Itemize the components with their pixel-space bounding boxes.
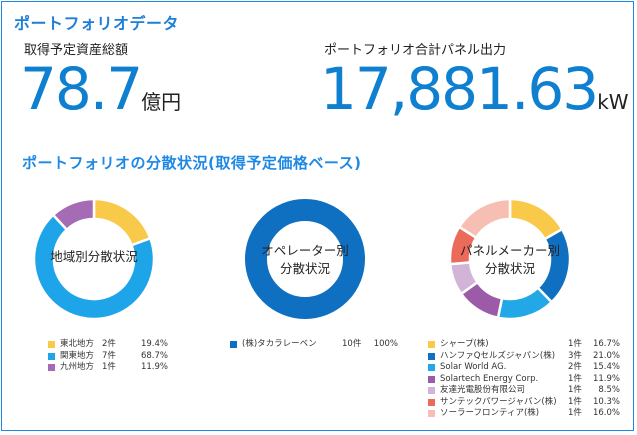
operator-donut-label-line: オペレーター別 (261, 243, 349, 258)
legend-name: 友達光電股份有限公司 (440, 385, 526, 395)
panel-maker-donut-label-line: 分散状況 (484, 261, 535, 277)
legend-count: 2件 (568, 362, 582, 372)
legend-item: Solar World AG. 2件 15.4% (428, 362, 620, 374)
donut-slice (92, 197, 152, 247)
donut-slice (457, 197, 512, 240)
legend-name: シャープ(株) (440, 339, 489, 349)
asset-total-kpi: 78.7億円 (20, 60, 181, 118)
legend-item: Solartech Energy Corp. 1件 11.9% (428, 374, 620, 386)
legend-name: 九州地方 (60, 362, 95, 372)
legend-item: (株)タカラレーベン 10件 100% (230, 339, 398, 351)
legend-percent: 11.9% (592, 373, 620, 384)
legend-percent: 100% (373, 339, 398, 349)
legend-swatch (428, 375, 435, 383)
operator-legend: (株)タカラレーベン 10件 100% (230, 339, 398, 351)
legend-percent: 68.7% (140, 350, 168, 361)
legend-count: 1件 (568, 385, 582, 395)
legend-swatch (48, 364, 55, 372)
legend-count: 3件 (568, 350, 582, 361)
section-title: ポートフォリオの分散状況(取得予定価格ベース) (22, 154, 362, 172)
legend-name: ハンファQセルズジャパン(株) (440, 350, 556, 361)
legend-item: 九州地方 1件 11.9% (48, 362, 168, 374)
legend-swatch (428, 341, 435, 349)
panel-maker-donut-label-line: パネルメーカー別 (459, 243, 560, 258)
region-donut-chart (32, 197, 156, 321)
legend-count: 2件 (102, 339, 116, 349)
operator-donut-label: オペレーター別 分散状況 (232, 242, 378, 278)
panel-maker-donut-chart (448, 197, 572, 321)
legend-count: 1件 (568, 408, 582, 418)
legend-swatch (428, 398, 435, 406)
legend-count: 1件 (568, 373, 582, 384)
legend-swatch (48, 341, 55, 349)
legend-percent: 16.7% (592, 339, 620, 349)
legend-name: 関東地方 (60, 350, 95, 361)
legend-item: 関東地方 7件 68.7% (48, 351, 168, 363)
legend-name: Solartech Energy Corp. (440, 373, 539, 384)
legend-swatch (48, 352, 55, 360)
donut-slice (32, 213, 156, 321)
region-donut-label-line: 地域別分散状況 (50, 249, 138, 264)
legend-swatch (230, 341, 237, 349)
operator-donut-chart (245, 199, 365, 319)
legend-name: サンテックパワージャパン(株) (440, 396, 557, 407)
legend-percent: 16.0% (592, 408, 620, 418)
legend-name: ソーラーフロンティア(株) (440, 408, 540, 418)
donut-slice (496, 286, 554, 321)
legend-percent: 8.5% (598, 385, 620, 395)
legend-item: ハンファQセルズジャパン(株) 3件 21.0% (428, 351, 620, 363)
legend-name: (株)タカラレーベン (242, 339, 317, 349)
legend-count: 7件 (102, 350, 116, 361)
panel-maker-legend: シャープ(株) 1件 16.7% ハンファQセルズジャパン(株) 3件 21.0% Sola… (428, 339, 620, 420)
legend-count: 1件 (568, 339, 582, 349)
legend-swatch (428, 352, 435, 360)
legend-count: 1件 (568, 396, 582, 407)
panel-output-label: ポートフォリオ合計パネル出力 (324, 43, 507, 58)
legend-percent: 15.4% (592, 362, 620, 372)
asset-total-label: 取得予定資産総額 (24, 43, 129, 58)
operator-donut-label-line: 分散状況 (279, 261, 330, 277)
legend-item: シャープ(株) 1件 16.7% (428, 339, 620, 351)
legend-name: Solar World AG. (440, 362, 507, 372)
legend-swatch (428, 364, 435, 372)
panel-maker-donut-label: パネルメーカー別 分散状況 (437, 242, 583, 278)
legend-percent: 19.4% (140, 339, 168, 349)
region-donut-label: 地域別分散状況 (21, 248, 167, 266)
legend-item: 東北地方 2件 19.4% (48, 339, 168, 351)
panel-output-kpi: 17,881.63kW (320, 60, 629, 118)
legend-swatch (428, 410, 435, 418)
asset-total-value: 78.7 (20, 55, 143, 123)
legend-percent: 10.3% (592, 396, 620, 407)
legend-item: ソーラーフロンティア(株) 1件 16.0% (428, 408, 620, 420)
page-title: ポートフォリオデータ (14, 14, 180, 33)
panel-output-value: 17,881.63 (320, 55, 599, 123)
asset-total-unit: 億円 (141, 90, 182, 114)
legend-percent: 21.0% (592, 350, 620, 361)
donut-slice (51, 197, 96, 232)
region-legend: 東北地方 2件 19.4% 関東地方 7件 68.7% 九州地方 1件 11.9% (48, 339, 168, 374)
legend-name: 東北地方 (60, 339, 95, 349)
legend-count: 1件 (102, 362, 116, 372)
legend-swatch (428, 387, 435, 395)
legend-percent: 11.9% (140, 362, 168, 372)
legend-item: 友達光電股份有限公司 1件 8.5% (428, 385, 620, 397)
panel-output-unit: kW (597, 90, 629, 114)
donut-slice (245, 199, 365, 319)
legend-item: サンテックパワージャパン(株) 1件 10.3% (428, 397, 620, 409)
legend-count: 10件 (342, 339, 362, 349)
